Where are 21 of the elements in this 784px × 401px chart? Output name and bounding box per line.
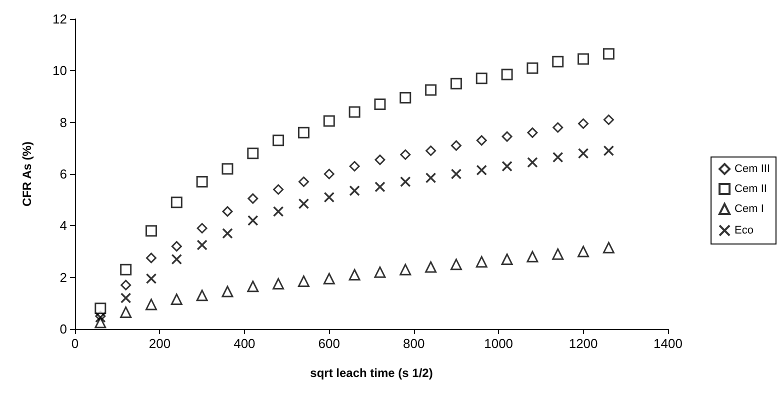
y-tick-label: 12 [52, 12, 67, 26]
x-axis-title: sqrt leach time (s 1/2) [310, 366, 433, 380]
x-tick-label: 600 [318, 336, 340, 351]
legend-label: Cem I [734, 203, 764, 215]
y-tick-label: 2 [60, 270, 67, 285]
legend-label: Cem II [734, 183, 767, 195]
x-tick-label: 800 [403, 336, 425, 351]
y-tick-label: 6 [60, 166, 67, 182]
x-tick-label: 1400 [654, 336, 682, 351]
legend-label: Cem III [734, 163, 770, 175]
legend-label: Eco [734, 224, 754, 236]
x-tick-label: 0 [71, 336, 79, 351]
x-tick-label: 400 [234, 336, 256, 351]
x-tick-label: 1200 [568, 336, 598, 351]
y-tick-label: 10 [52, 63, 67, 78]
y-axis-title: CFR As (%) [20, 142, 34, 206]
y-tick-label: 4 [60, 218, 67, 234]
y-tick-label: 8 [60, 114, 67, 130]
y-tick-label: 0 [60, 322, 67, 336]
x-tick-label: 200 [148, 336, 171, 351]
x-tick-label: 1000 [484, 336, 514, 351]
